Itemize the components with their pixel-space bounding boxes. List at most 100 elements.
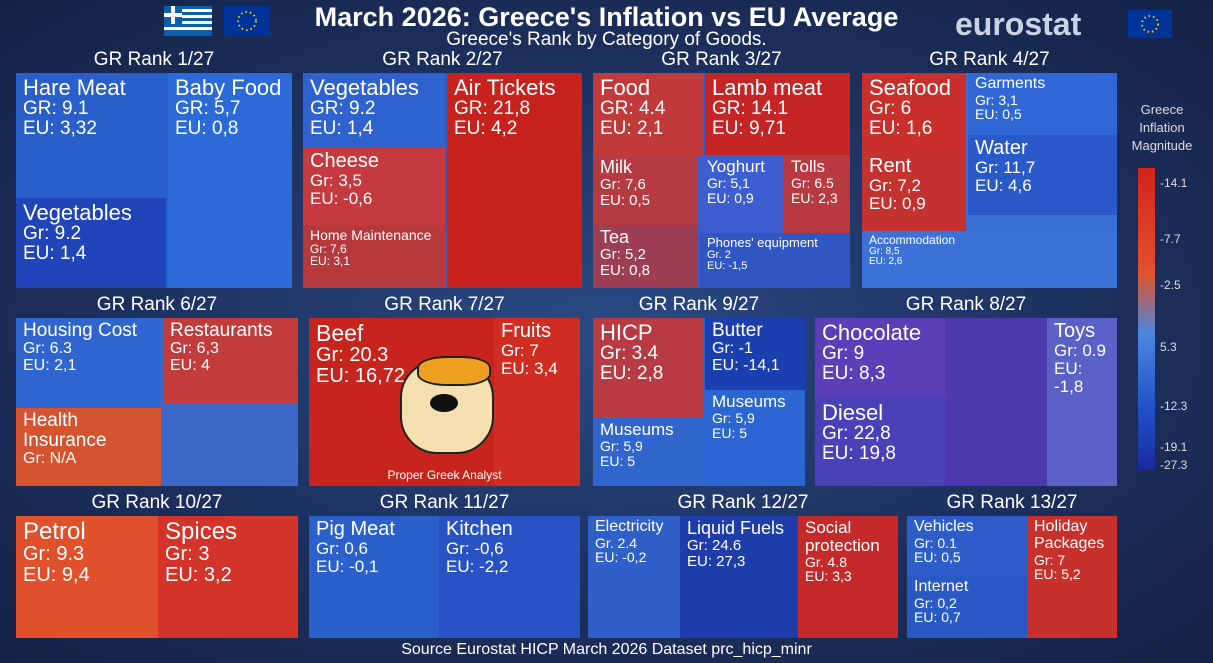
treemap-cell: Restaurants Gr: 6,3 EU: 4 [163, 318, 298, 403]
cell-value: Gr: 20.3 [316, 344, 389, 367]
treemap-cell: Home Maintenance Gr: 7,6 EU: 3,1 [303, 225, 445, 288]
treemap-cell: Health Insurance Gr: N/A [16, 408, 161, 486]
cell-label: HICP [600, 320, 653, 345]
legend-tick: -27.3 [1160, 458, 1188, 472]
group-title: GR Rank 3/27 [661, 49, 782, 70]
treemap-cell: Holiday Packages Gr: 7 EU: 5,2 [1027, 516, 1117, 638]
cell-label: Beef [316, 320, 364, 346]
treemap-cell: Food GR: 4.4 EU: 2,1 [593, 73, 703, 155]
treemap-cell: Seafood Gr: 6 EU: 1,6 [862, 73, 966, 153]
cell-value: EU: 5 [600, 452, 636, 469]
cell-label: Milk [600, 157, 632, 177]
treemap-cell: Petrol Gr: 9.3 EU: 9,4 [16, 516, 158, 638]
cell-value: Gr. 2.4 [595, 534, 638, 551]
cell-value: Gr: 22,8 [822, 423, 891, 445]
cell-value: EU: 0,8 [175, 118, 239, 140]
group-title: GR Rank 9/27 [638, 294, 760, 315]
cell-value: EU: 4,2 [454, 118, 518, 140]
treemap-cell: Air Tickets GR: 21,8 EU: 4,2 [447, 73, 582, 288]
footer: Source Eurostat HICP March 2026 Dataset … [401, 641, 812, 658]
legend-tick: -12.3 [1160, 399, 1188, 413]
cell-label: Water [975, 137, 1028, 159]
treemap-cell: Spices Gr: 3 EU: 3,2 [158, 516, 298, 638]
cell-label: Spices [165, 518, 238, 545]
legend-tick: -14.1 [1160, 176, 1188, 190]
cell-label: Vegetables [23, 200, 132, 225]
cell-value: EU: -0,1 [316, 556, 379, 576]
cell-value: Gr: -1 [712, 339, 753, 357]
cell-label: Vehicles [914, 518, 974, 535]
cell-value: EU: -1,5 [707, 260, 748, 273]
treemap-cell: Museums Gr: 5,9 EU: 5 [705, 390, 805, 486]
cell-value: Gr: 0.1 [914, 534, 957, 551]
cell-value: Gr: 0.9 [1054, 341, 1106, 360]
cell-value: Gr: 7,2 [869, 176, 921, 195]
cartoon-eyepatch [430, 394, 458, 412]
legend-tick: 5.3 [1160, 340, 1177, 354]
cell-label: Accommodation [869, 233, 956, 247]
title: March 2026: Greece's Inflation vs EU Ave… [314, 2, 899, 32]
treemap-cell: Milk Gr: 7,6 EU: 0,5 [593, 155, 698, 225]
cell-label: Toys [1054, 320, 1096, 342]
cell-label: Petrol [23, 518, 86, 545]
cell-value: EU: 4 [170, 356, 211, 374]
cell-value: Gr: 7,6 [310, 241, 347, 256]
cell-value: EU: 2,6 [869, 256, 903, 268]
cell-label: Health Insurance [23, 410, 107, 451]
legend-tick: -7.7 [1160, 232, 1181, 246]
cell-value: Gr: 3 [165, 543, 210, 566]
cell-value: EU: 4,6 [975, 175, 1032, 195]
treemap-cell: Electricity Gr. 2.4 EU: -0,2 [588, 516, 680, 638]
treemap-cell: Vehicles Gr: 0.1 EU: 0,5 [907, 516, 1027, 576]
cell-value: Gr: 11,7 [975, 158, 1036, 177]
treemap-cell: Cheese Gr: 3,5 EU: -0,6 [303, 148, 445, 225]
treemap-cell: Vegetables GR: 9.2 EU: 1,4 [303, 73, 445, 148]
cell-value: GR: 21,8 [454, 98, 531, 120]
cell-value: Gr: 7 [501, 341, 539, 360]
cell-value: Gr: 3,5 [310, 171, 362, 190]
cell-value: EU: 2,1 [23, 356, 77, 374]
legend-tick: -2.5 [1160, 278, 1181, 292]
cell-label: Tea [600, 227, 630, 247]
cell-value: EU: 1,4 [23, 243, 87, 265]
caption: Proper Greek Analyst [387, 468, 502, 482]
legend-tick: -19.1 [1160, 440, 1188, 454]
cell-label: Museums [712, 392, 786, 411]
cartoon [400, 356, 494, 454]
cell-label: Home Maintenance [310, 227, 432, 243]
cell-label: Electricity [595, 518, 664, 535]
legend-title: Inflation [1139, 120, 1185, 135]
cell-value: EU: -14,1 [712, 356, 780, 374]
cell-value: EU: 0,5 [600, 191, 651, 209]
cell-value: EU: -2,2 [446, 556, 509, 576]
cell-value: EU: 2,8 [600, 363, 664, 385]
cell-label: Baby Food [175, 75, 282, 100]
cell-value: EU: -0,2 [595, 549, 647, 566]
cell-label: Rent [869, 155, 912, 177]
treemap-cell: Fruits Gr: 7 EU: 3,4 [494, 318, 580, 486]
colorbar [1138, 168, 1155, 470]
cell-value: Gr: 9.2 [23, 223, 82, 245]
treemap-cell: HICP Gr: 3.4 EU: 2,8 [593, 318, 703, 418]
group-title: GR Rank 12/27 [677, 492, 809, 513]
cell-label: Phones' equipment [707, 235, 818, 250]
cell-value: Gr: 3,1 [975, 91, 1018, 108]
cell-value: Gr: 0,6 [316, 539, 368, 558]
cell-label: Liquid Fuels [687, 518, 785, 538]
treemap-cell: Pig Meat Gr: 0,6 EU: -0,1 [309, 516, 439, 638]
cell-label: Garments [975, 75, 1046, 92]
cell-value: EU: 1,6 [869, 118, 933, 140]
group-title: GR Rank 11/27 [379, 492, 510, 513]
cell-value: Gr: 6,3 [170, 339, 219, 357]
subtitle: Greece's Rank by Category of Goods. [446, 29, 767, 50]
cell-value: EU: 3,3 [805, 568, 852, 585]
treemap-cell: Tolls Gr: 6.5 EU: 2,3 [784, 155, 850, 233]
cell-value: EU: 16,72 [316, 365, 405, 388]
logo: eurostat [955, 6, 1082, 42]
cell-value: EU: 2,3 [791, 189, 838, 206]
cell-value: EU: 1,4 [310, 118, 374, 140]
cell-label: Tolls [791, 157, 826, 176]
group-title: GR Rank 4/27 [929, 49, 1050, 70]
cell-value: EU: -0,6 [310, 188, 373, 208]
